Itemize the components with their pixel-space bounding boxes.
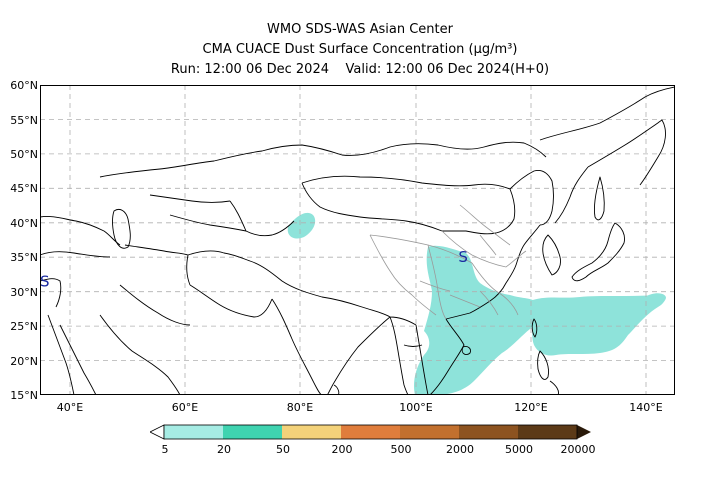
- colorbar-extend-high: [577, 425, 591, 439]
- colorbar-label-500: 500: [390, 443, 412, 456]
- lon-label-40: 40°E: [56, 401, 84, 414]
- colorbar-label-2000: 2000: [446, 443, 474, 456]
- title-line-1: WMO SDS-WAS Asian Center: [267, 22, 453, 37]
- dust-area-south-china: [414, 245, 542, 395]
- title-line-2: CMA CUACE Dust Surface Concentration (μg…: [202, 42, 518, 57]
- lat-label-50: 50°N: [10, 148, 38, 161]
- station-marker-west: S: [40, 272, 50, 290]
- colorbar-bin-2: [223, 425, 282, 439]
- dust-area-tarim: [287, 212, 316, 239]
- lat-label-45: 45°N: [10, 182, 38, 195]
- province-borders: [369, 204, 527, 320]
- colorbar-bin-1: [164, 425, 223, 439]
- lon-label-80: 80°E: [286, 401, 314, 414]
- colorbar-bin-3: [282, 425, 341, 439]
- colorbar-label-5: 5: [161, 443, 169, 456]
- dust-area-pacific-tail: [645, 293, 666, 306]
- lat-label-55: 55°N: [10, 114, 38, 127]
- lat-label-35: 35°N: [10, 251, 38, 264]
- country-borders: [40, 86, 675, 395]
- colorbar-bin-6: [459, 425, 518, 439]
- colorbar-bin-5: [400, 425, 459, 439]
- colorbar-label-5000: 5000: [505, 443, 533, 456]
- lon-label-100: 100°E: [399, 401, 433, 414]
- colorbar: [150, 424, 591, 440]
- dust-area-east-china-sea: [529, 295, 665, 356]
- station-marker-china: S: [458, 248, 468, 266]
- colorbar-label-20: 20: [217, 443, 231, 456]
- map-panel: S S: [40, 85, 675, 395]
- colorbar-extend-low: [150, 424, 165, 440]
- lon-label-60: 60°E: [171, 401, 199, 414]
- lon-label-140: 140°E: [629, 401, 663, 414]
- lat-label-15: 15°N: [10, 389, 38, 402]
- graticule: [40, 85, 675, 395]
- colorbar-bin-4: [341, 425, 400, 439]
- lat-label-30: 30°N: [10, 286, 38, 299]
- colorbar-label-20000: 20000: [560, 443, 596, 456]
- colorbar-label-50: 50: [276, 443, 290, 456]
- lat-label-60: 60°N: [10, 79, 38, 92]
- colorbar-label-200: 200: [331, 443, 353, 456]
- lat-label-40: 40°N: [10, 217, 38, 230]
- lat-label-20: 20°N: [10, 355, 38, 368]
- colorbar-bin-7: [518, 425, 577, 439]
- map-frame: [40, 85, 675, 395]
- lon-label-120: 120°E: [514, 401, 548, 414]
- title-line-3: Run: 12:00 06 Dec 2024 Valid: 12:00 06 D…: [170, 62, 550, 77]
- dust-shading: [287, 212, 666, 395]
- lat-label-25: 25°N: [10, 320, 38, 333]
- dust-map: S S: [40, 85, 675, 395]
